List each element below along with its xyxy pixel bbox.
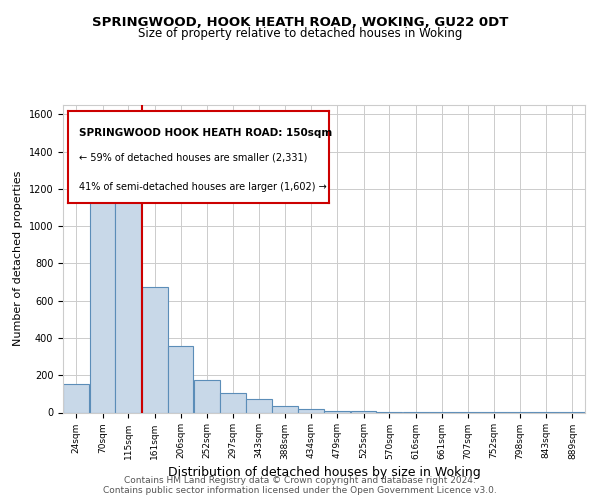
Text: Size of property relative to detached houses in Woking: Size of property relative to detached ho… <box>138 28 462 40</box>
Bar <box>324 410 350 412</box>
Bar <box>63 384 89 412</box>
Bar <box>272 406 298 412</box>
Bar <box>350 411 376 412</box>
Text: Contains public sector information licensed under the Open Government Licence v3: Contains public sector information licen… <box>103 486 497 495</box>
X-axis label: Distribution of detached houses by size in Woking: Distribution of detached houses by size … <box>167 466 481 478</box>
Text: SPRINGWOOD, HOOK HEATH ROAD, WOKING, GU22 0DT: SPRINGWOOD, HOOK HEATH ROAD, WOKING, GU2… <box>92 16 508 29</box>
Bar <box>246 400 272 412</box>
Bar <box>298 409 324 412</box>
Bar <box>142 286 167 412</box>
Bar <box>89 192 115 412</box>
Bar <box>194 380 220 412</box>
Bar <box>167 346 193 412</box>
Text: Contains HM Land Registry data © Crown copyright and database right 2024.: Contains HM Land Registry data © Crown c… <box>124 476 476 485</box>
Bar <box>115 177 142 412</box>
Y-axis label: Number of detached properties: Number of detached properties <box>13 171 23 346</box>
Bar <box>220 393 246 412</box>
